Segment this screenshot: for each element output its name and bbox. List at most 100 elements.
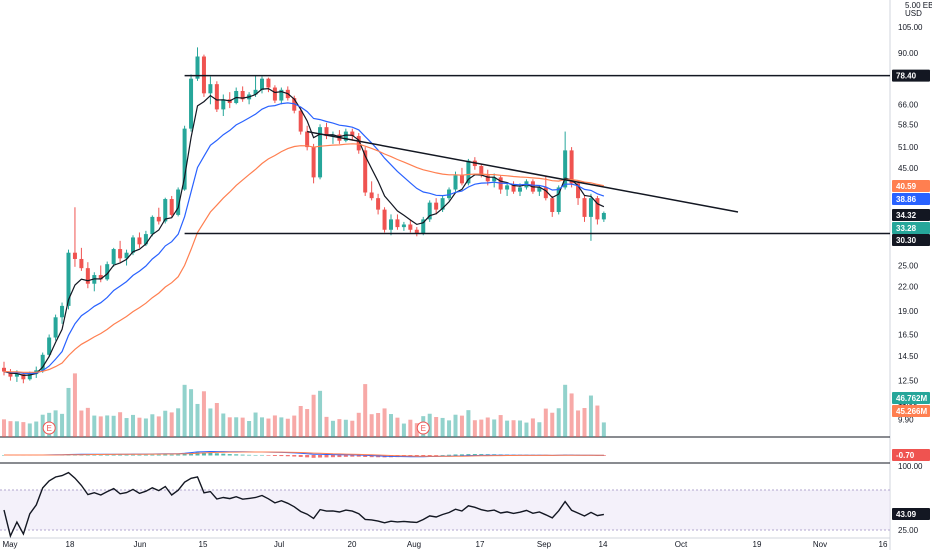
currency-label: USD bbox=[905, 9, 922, 18]
macd-histogram-bar bbox=[266, 455, 271, 456]
candle-body bbox=[221, 99, 226, 110]
macd-histogram-bar bbox=[182, 453, 187, 456]
macd-histogram-bar bbox=[427, 455, 432, 456]
volume-bar bbox=[2, 419, 6, 437]
rsi-tag-bg bbox=[892, 508, 930, 520]
candle bbox=[595, 195, 600, 225]
volume-bar bbox=[292, 415, 297, 437]
volume-bar bbox=[266, 418, 271, 437]
macd-histogram-bar bbox=[131, 454, 135, 456]
price-tag: 33.28 bbox=[892, 222, 930, 234]
macd-histogram-bar bbox=[459, 454, 464, 456]
candle-body bbox=[318, 127, 323, 178]
volume-bar bbox=[285, 418, 290, 437]
candle-body bbox=[350, 131, 355, 137]
price-tags: 78.40 40.59 38.86 34.32 33.28 30.30 46.762M 45.… bbox=[892, 69, 930, 520]
macd-histogram-bar bbox=[421, 455, 426, 457]
candle-body bbox=[111, 249, 116, 265]
candle bbox=[118, 240, 123, 263]
time-axis-tick-label: 16 bbox=[879, 540, 888, 549]
volume-bar bbox=[272, 415, 277, 437]
price-tag-text: 33.28 bbox=[896, 224, 917, 233]
price-tag-text: 34.32 bbox=[896, 211, 917, 220]
time-axis-tick-label: 17 bbox=[476, 540, 485, 549]
volume-bar bbox=[466, 410, 471, 437]
candle bbox=[240, 86, 245, 102]
candle-body bbox=[311, 147, 316, 178]
macd-histogram-bar bbox=[92, 454, 97, 456]
currency-partial-label: 5.00 EB bbox=[905, 1, 932, 10]
price-axis-tick-label: 90.00 bbox=[898, 49, 919, 58]
earnings-marker: E bbox=[416, 421, 430, 435]
candle bbox=[440, 195, 445, 213]
volume-bar bbox=[505, 420, 510, 437]
macd-panel bbox=[2, 450, 606, 458]
candle-body bbox=[595, 198, 600, 220]
macd-histogram-bar bbox=[447, 454, 452, 456]
macd-histogram-bar bbox=[466, 454, 471, 456]
rsi-band bbox=[0, 490, 890, 530]
volume-bar bbox=[363, 384, 368, 437]
candle bbox=[279, 87, 284, 105]
macd-histogram-bar bbox=[337, 455, 342, 458]
price-axis-tick-label: 9.90 bbox=[898, 415, 914, 424]
candle-body bbox=[176, 189, 181, 215]
candle bbox=[60, 302, 65, 324]
macd-histogram-bar bbox=[272, 455, 277, 456]
macd-histogram-bar bbox=[221, 453, 226, 456]
volume-bar bbox=[111, 415, 116, 437]
candle-body bbox=[588, 198, 593, 217]
rsi-axis-label-bottom: 25.00 bbox=[898, 526, 919, 535]
candle-body bbox=[305, 131, 310, 148]
volume-bar bbox=[105, 415, 110, 437]
macd-histogram-bar bbox=[305, 455, 310, 458]
candle-body bbox=[72, 252, 77, 259]
candle-body bbox=[27, 374, 32, 380]
candle-body bbox=[414, 229, 419, 234]
candle bbox=[111, 247, 116, 267]
candle-body bbox=[40, 354, 45, 371]
macd-histogram-bar bbox=[356, 455, 361, 457]
candle-body bbox=[389, 219, 393, 230]
volume-bar bbox=[8, 421, 13, 437]
candle-body bbox=[14, 374, 19, 377]
ma-mid-line bbox=[3, 102, 605, 375]
price-axis-tick-label: 66.00 bbox=[898, 100, 919, 109]
macd-histogram-bar bbox=[163, 454, 168, 456]
candle-body bbox=[298, 110, 303, 132]
price-tag: 34.32 bbox=[892, 209, 930, 221]
candle bbox=[150, 215, 155, 237]
macd-histogram-bar bbox=[253, 454, 258, 456]
candle-body bbox=[21, 374, 26, 380]
candle-body bbox=[150, 216, 155, 235]
macd-histogram-bar bbox=[150, 454, 155, 456]
candle-body bbox=[324, 127, 329, 137]
macd-histogram-bar bbox=[195, 452, 200, 456]
candle bbox=[601, 211, 606, 222]
candle-body bbox=[105, 264, 110, 280]
time-axis-tick-label: 18 bbox=[66, 540, 75, 549]
candle bbox=[105, 261, 110, 281]
macd-histogram-bar bbox=[453, 454, 458, 456]
candle bbox=[414, 227, 419, 237]
volume-bar bbox=[382, 408, 387, 437]
volume-bar bbox=[98, 416, 103, 437]
candle-body bbox=[266, 78, 271, 88]
candle bbox=[350, 128, 355, 141]
price-tag: 78.40 bbox=[892, 69, 930, 82]
macd-histogram-bar bbox=[240, 454, 245, 456]
price-axis-tick-label: 51.00 bbox=[898, 143, 919, 152]
candle-body bbox=[260, 78, 264, 90]
candle-body bbox=[47, 337, 52, 355]
volume-bar bbox=[350, 420, 355, 437]
candle bbox=[72, 207, 77, 267]
volume-bar bbox=[511, 420, 516, 437]
volume-bar bbox=[595, 405, 600, 437]
volume-bar bbox=[53, 410, 58, 437]
volume-bar bbox=[189, 389, 194, 437]
time-axis[interactable]: May 18 Jun 15 Jul 20 Aug 17 Sep 14 Oct 19 Nov 16 bbox=[2, 540, 888, 549]
volume-bar bbox=[318, 390, 323, 437]
candle-body bbox=[550, 198, 555, 213]
